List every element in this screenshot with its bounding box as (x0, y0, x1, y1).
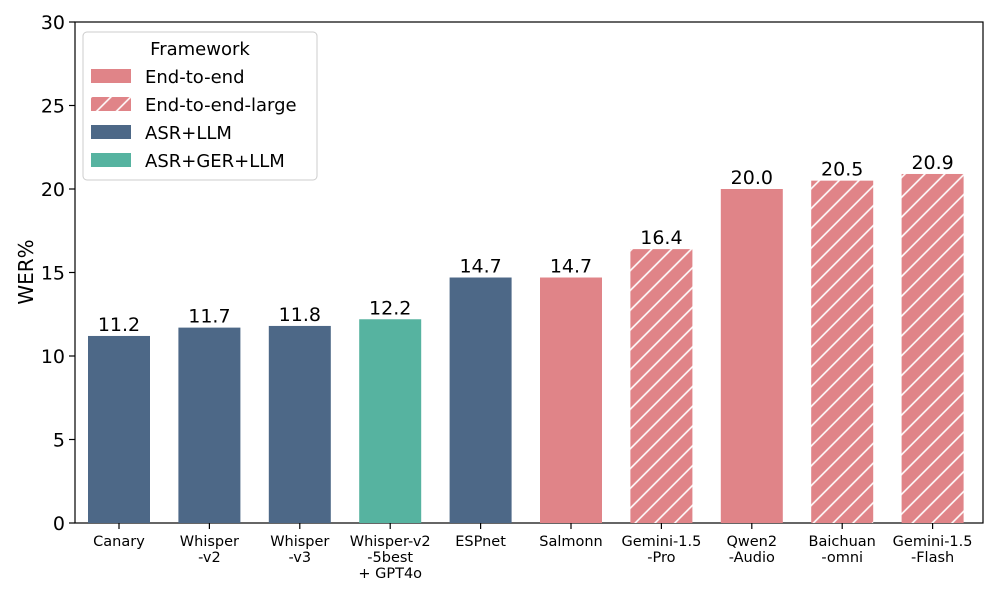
x-tick-label-line: Salmonn (539, 534, 603, 550)
x-tick-label-line: Whisper (270, 534, 329, 550)
x-tick-label-line: -omni (821, 550, 863, 566)
legend-title: Framework (150, 39, 250, 60)
legend-swatch (91, 69, 131, 83)
x-tick-label-line: -v2 (198, 550, 221, 566)
y-axis-label: WER% (14, 239, 38, 304)
x-tick-label-line: ESPnet (455, 534, 506, 550)
bar-value-label: 20.0 (731, 167, 773, 189)
x-tick-label-line: + GPT4o (358, 566, 422, 582)
y-tick-label: 30 (41, 12, 65, 34)
bar (811, 180, 874, 523)
x-tick-label-line: -5best (367, 550, 413, 566)
bar-value-label: 14.7 (459, 256, 501, 278)
y-tick-label: 20 (41, 179, 65, 201)
bar-value-label: 20.9 (911, 152, 953, 174)
bar-value-label: 11.7 (188, 306, 230, 328)
y-tick-label: 15 (41, 263, 65, 285)
legend-swatch (91, 97, 131, 111)
legend-swatch (91, 153, 131, 167)
y-tick-label: 5 (53, 430, 65, 452)
legend-label: End-to-end (145, 67, 245, 88)
bar (901, 173, 964, 523)
x-tick-label: Baichuan -omni (809, 534, 876, 566)
bar (449, 277, 512, 523)
x-tick-label-line: Gemini-1.5 (893, 534, 973, 550)
legend-box (82, 31, 318, 181)
x-tick-label: Gemini-1.5 -Pro (621, 534, 701, 566)
x-tick-label-line: Whisper (180, 534, 239, 550)
legend-label: End-to-end-large (145, 95, 297, 116)
bar (178, 327, 241, 523)
x-tick-label: Salmonn (539, 534, 603, 550)
x-tick-label-line: Canary (93, 534, 145, 550)
bars: 11.2 11.7 11.8 12.2 14.7 14.7 16.4 20.0 20.5 20.9 (88, 152, 964, 523)
x-tick-label: Qwen2 -Audio (726, 534, 777, 566)
bar (720, 189, 783, 523)
legend-label: ASR+LLM (145, 123, 232, 144)
legend: Framework End-to-end End-to-end-large ASR+L… (82, 31, 318, 181)
bar-value-label: 11.2 (98, 314, 140, 336)
y-tick-label: 0 (53, 513, 65, 535)
y-axis: 0 5 10 15 20 25 30 (41, 12, 75, 535)
x-tick-label-line: -Audio (729, 550, 775, 566)
bar-value-label: 16.4 (640, 227, 682, 249)
bar (540, 277, 602, 523)
x-tick-label-line: -Flash (911, 550, 954, 566)
x-tick-label-line: Gemini-1.5 (621, 534, 701, 550)
x-tick-label-line: -v3 (288, 550, 311, 566)
bar (630, 249, 693, 523)
bar (88, 335, 150, 523)
y-tick-label: 25 (41, 96, 65, 118)
bar (268, 325, 331, 523)
x-tick-label: Whisper -v3 (270, 534, 329, 566)
legend-label: ASR+GER+LLM (145, 151, 285, 172)
x-tick-label-line: Baichuan (809, 534, 876, 550)
x-tick-label: Canary (93, 534, 145, 550)
bar-value-label: 11.8 (279, 304, 321, 326)
x-tick-label: Gemini-1.5 -Flash (893, 534, 973, 566)
bar-value-label: 12.2 (369, 297, 411, 319)
x-tick-label: ESPnet (455, 534, 506, 550)
y-tick-label: 10 (41, 346, 65, 368)
bar (359, 319, 422, 523)
x-tick-label: Whisper-v2 -5best + GPT4o (350, 534, 431, 582)
x-tick-label-line: Qwen2 (726, 534, 777, 550)
x-tick-label: Whisper -v2 (180, 534, 239, 566)
bar-value-label: 14.7 (550, 256, 592, 278)
x-tick-label-line: Whisper-v2 (350, 534, 431, 550)
x-tick-label-line: -Pro (647, 550, 675, 566)
legend-swatch (91, 125, 131, 139)
bar-value-label: 20.5 (821, 159, 863, 181)
